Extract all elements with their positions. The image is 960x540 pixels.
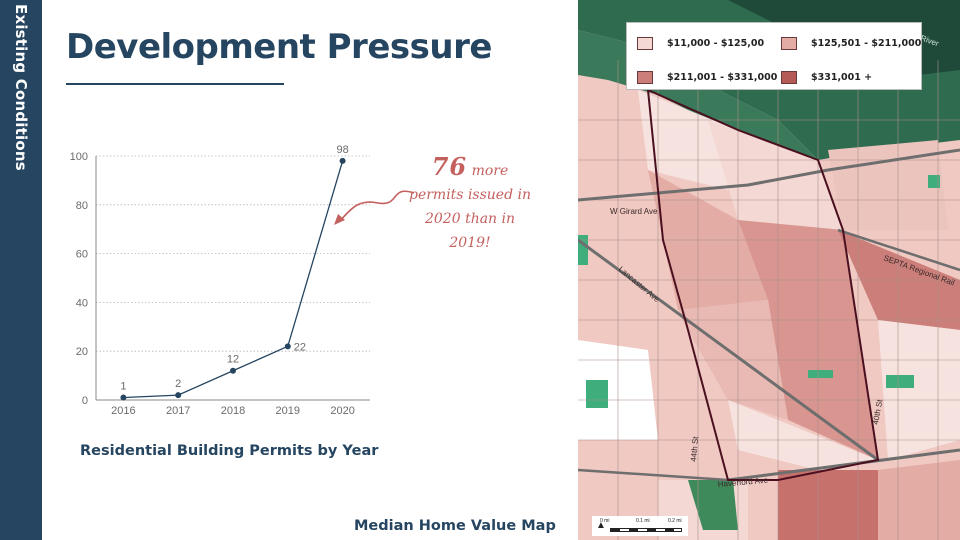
- map-scale-bar: ▲ 0 mi 0.1 mi 0.2 mi: [592, 516, 688, 536]
- legend-swatch-icon: [637, 71, 653, 84]
- chart-title: Residential Building Permits by Year: [80, 443, 379, 459]
- page-title: Development Pressure: [66, 27, 492, 67]
- title-underline: [66, 83, 284, 85]
- street-label-lancaster: Lancaster Ave: [617, 265, 662, 305]
- x-tick-label: 2016: [111, 405, 135, 417]
- data-point: [230, 367, 236, 374]
- y-tick-label: 20: [76, 346, 88, 358]
- legend-item: $331,001 +: [781, 71, 872, 84]
- data-label: 12: [227, 354, 239, 366]
- legend-label: $331,001 +: [811, 72, 873, 83]
- legend-label: $11,000 - $125,00: [667, 38, 765, 49]
- data-point: [284, 343, 291, 350]
- y-tick-label: 60: [76, 249, 88, 261]
- street-label-haverford: Haverford Ave: [717, 476, 769, 489]
- x-tick-label: 2018: [221, 405, 245, 417]
- sidebar-label: Existing Conditions: [12, 4, 30, 171]
- legend-item: $211,001 - $331,000: [637, 71, 777, 84]
- x-tick-label: 2017: [166, 405, 190, 417]
- scale-label: 0 mi: [600, 518, 610, 524]
- street-label-44th: 44th St: [689, 435, 700, 462]
- legend-swatch-icon: [781, 37, 797, 50]
- data-label: 2: [175, 378, 181, 390]
- legend-label: $125,501 - $211,000: [811, 38, 922, 49]
- legend-label: $211,001 - $331,000: [667, 72, 778, 83]
- x-tick-label: 2019: [276, 405, 300, 417]
- scale-label: 0.2 mi: [668, 518, 682, 524]
- north-arrow-icon: ▲: [596, 520, 606, 531]
- x-tick-label: 2020: [330, 405, 354, 417]
- legend-item: $11,000 - $125,00: [637, 37, 764, 50]
- annotation-line3: 2020 than in: [424, 211, 516, 227]
- data-label: 22: [294, 341, 306, 353]
- street-label-40th: 40th St: [871, 398, 884, 425]
- map-caption: Median Home Value Map: [354, 518, 556, 534]
- legend-item: $125,501 - $211,000: [781, 37, 921, 50]
- y-tick-label: 80: [76, 200, 88, 212]
- data-label: 98: [336, 144, 348, 156]
- y-tick-label: 100: [70, 151, 88, 163]
- map-legend: $11,000 - $125,00 $125,501 - $211,000 $2…: [626, 22, 922, 90]
- data-point: [175, 392, 182, 399]
- annotation-line2: permits issued in: [408, 187, 531, 203]
- permits-line-chart: 0 20 40 60 80 100 2016 2017 2018 2019 2020 1 2 12 22 98: [60, 140, 390, 420]
- annotation-arrow: [334, 190, 415, 225]
- data-point: [339, 157, 346, 164]
- y-tick-label: 0: [82, 395, 88, 407]
- y-tick-label: 40: [76, 297, 88, 309]
- data-label: 1: [120, 381, 126, 393]
- annotation-line4: 2019!: [449, 235, 491, 251]
- legend-swatch-icon: [781, 71, 797, 84]
- chart-annotation: 76 more permits issued in 2020 than in 2…: [400, 155, 540, 255]
- annotation-line1: more: [471, 163, 509, 179]
- data-point: [120, 394, 127, 401]
- scale-ticks: [610, 528, 682, 532]
- scale-label: 0.1 mi: [636, 518, 650, 524]
- legend-swatch-icon: [637, 37, 653, 50]
- street-label-girard: W Girard Ave: [610, 207, 658, 216]
- sidebar: Existing Conditions: [0, 0, 42, 540]
- annotation-number: 76: [431, 152, 468, 181]
